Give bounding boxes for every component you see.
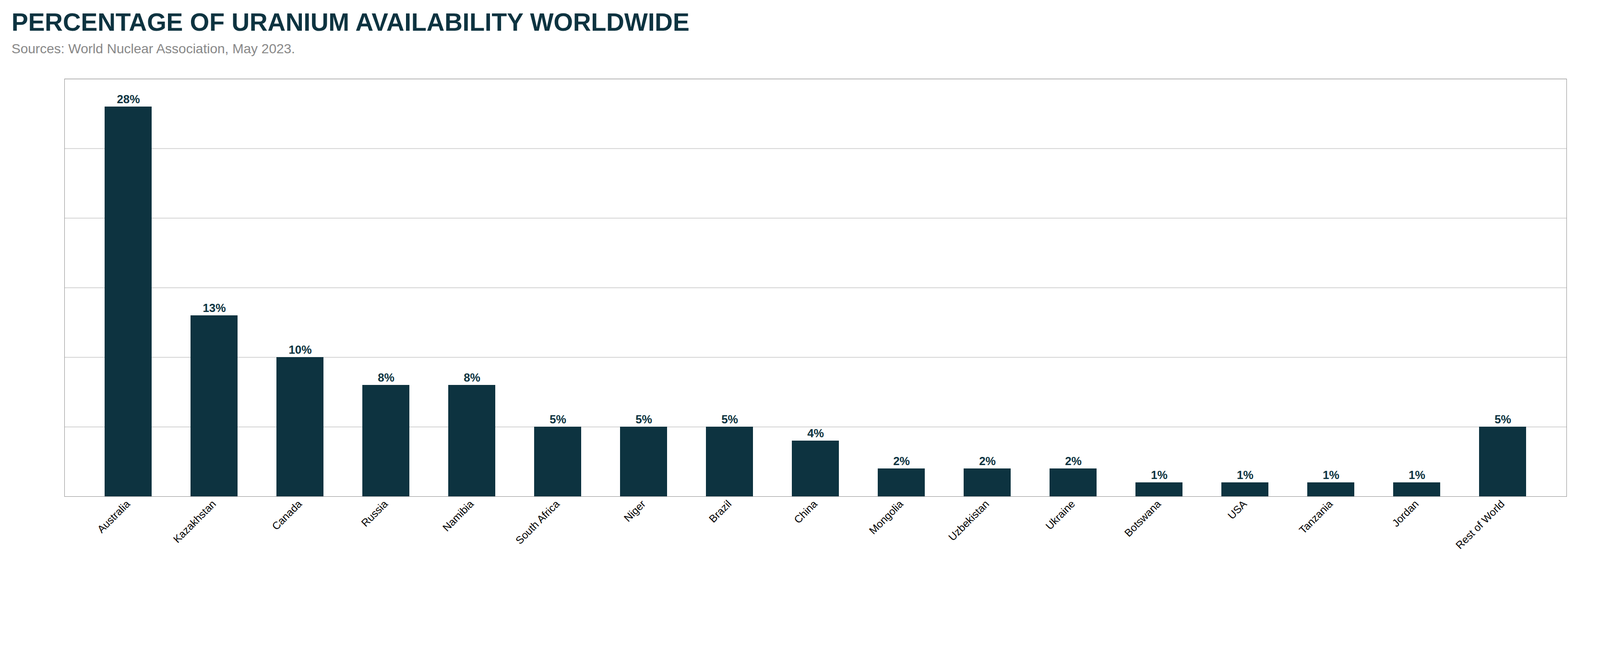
svg-text:5%: 5% (721, 412, 739, 426)
svg-text:1%: 1% (1150, 468, 1168, 482)
svg-text:Canada: Canada (269, 497, 305, 533)
svg-text:5%: 5% (549, 412, 567, 426)
svg-text:Rest of World: Rest of World (1453, 497, 1507, 552)
svg-text:5%: 5% (1494, 412, 1512, 426)
svg-text:Tanzania: Tanzania (1296, 497, 1336, 537)
html-text:Sources: World Nuclear Associa: Sources: World Nuclear Association, May … (11, 41, 296, 57)
svg-text:2%: 2% (1064, 454, 1082, 468)
svg-text:28%: 28% (116, 92, 140, 106)
svg-text:Russia: Russia (358, 497, 391, 530)
svg-text:Niger: Niger (621, 497, 648, 525)
svg-text:Uzbekistan: Uzbekistan (945, 497, 992, 544)
svg-text:8%: 8% (377, 370, 395, 384)
svg-text:2%: 2% (893, 454, 910, 468)
svg-text:1%: 1% (1408, 468, 1426, 482)
svg-text:South Africa: South Africa (513, 497, 562, 547)
svg-text:10%: 10% (288, 343, 312, 357)
svg-text:Mongolia: Mongolia (866, 497, 906, 537)
svg-text:Brazil: Brazil (706, 497, 734, 526)
svg-text:4%: 4% (807, 426, 824, 440)
svg-text:Namibia: Namibia (440, 497, 477, 534)
svg-text:Jordan: Jordan (1389, 497, 1421, 529)
svg-text:Kazakhstan: Kazakhstan (170, 497, 219, 546)
svg-text:8%: 8% (463, 370, 481, 384)
svg-text:China: China (791, 497, 821, 526)
svg-text:13%: 13% (202, 301, 226, 315)
svg-text:1%: 1% (1236, 468, 1254, 482)
svg-text:Ukraine: Ukraine (1043, 497, 1078, 532)
svg-text:Australia: Australia (95, 497, 133, 536)
svg-text:Botswana: Botswana (1122, 497, 1164, 540)
html-text:PERCENTAGE OF URANIUM AVAILABI: PERCENTAGE OF URANIUM AVAILABILITY WORLD… (11, 8, 690, 36)
svg-text:2%: 2% (979, 454, 996, 468)
svg-text:USA: USA (1225, 497, 1250, 522)
svg-text:1%: 1% (1322, 468, 1340, 482)
svg-text:5%: 5% (635, 412, 653, 426)
